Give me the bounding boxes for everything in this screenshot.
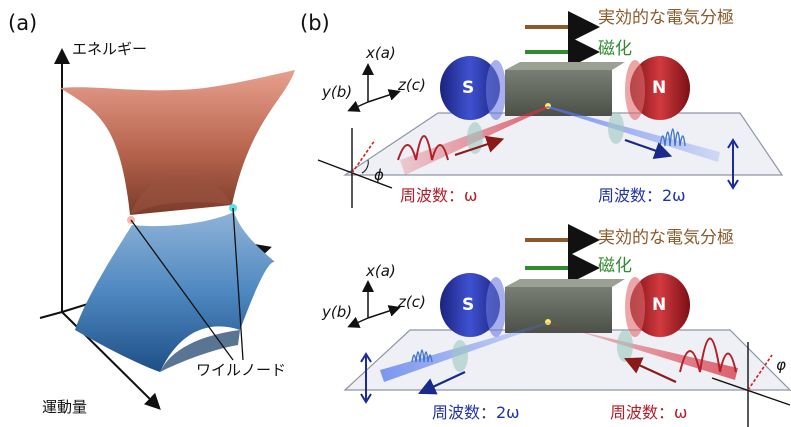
bottom-axis-y-label: y(b) xyxy=(322,303,353,321)
weyl-pointer-1 xyxy=(130,219,234,361)
panel-b-label: (b) xyxy=(300,11,330,35)
panel-a-graphic xyxy=(39,48,295,410)
bottom-axis-y xyxy=(347,316,369,328)
bottom-axis-z xyxy=(367,305,401,319)
lower-band-surface xyxy=(75,212,275,372)
top-n-magnet-label: N xyxy=(652,78,667,98)
top-axis-z xyxy=(367,89,401,103)
top-setup-graphic xyxy=(317,56,784,208)
legend-arrows xyxy=(525,11,600,284)
legend-magnetization-top: 磁化 xyxy=(598,39,632,59)
bottom-axis-z-label: z(c) xyxy=(398,293,426,311)
legend-polarization-bottom: 実効的な電気分極 xyxy=(598,228,734,248)
bottom-axis-x-label: x(a) xyxy=(366,262,396,280)
bottom-freq-in-label: 周波数：ω xyxy=(610,403,688,422)
weyl-node-label: ワイルノード xyxy=(196,361,287,379)
bottom-phi-label: φ xyxy=(776,356,786,374)
legend-magnetization-bottom: 磁化 xyxy=(598,256,632,276)
bottom-setup-graphic xyxy=(343,273,791,427)
top-phi-label: ϕ xyxy=(374,166,384,184)
energy-axis-label: エネルギー xyxy=(72,40,148,58)
top-axis-y-label: y(b) xyxy=(322,83,353,101)
top-freq-in-label: 周波数：ω xyxy=(400,186,478,205)
top-crystal xyxy=(505,70,612,116)
bottom-n-magnet-label: N xyxy=(652,295,667,315)
momentum-axis-label: 運動量 xyxy=(42,398,88,416)
top-axis-z-label: z(c) xyxy=(398,76,426,94)
upper-band-surface xyxy=(60,70,295,215)
bottom-freq-out-label: 周波数：2ω xyxy=(432,403,520,422)
weyl-pointer-2 xyxy=(232,207,244,361)
bottom-s-magnet-label: S xyxy=(462,295,475,315)
top-axis-y xyxy=(347,100,369,112)
top-axis-x-label: x(a) xyxy=(366,44,396,62)
legend-polarization-top: 実効的な電気分極 xyxy=(598,8,734,28)
top-s-magnet-label: S xyxy=(462,78,475,98)
panel-a-label: (a) xyxy=(8,11,38,35)
top-freq-out-label: 周波数：2ω xyxy=(598,186,686,205)
